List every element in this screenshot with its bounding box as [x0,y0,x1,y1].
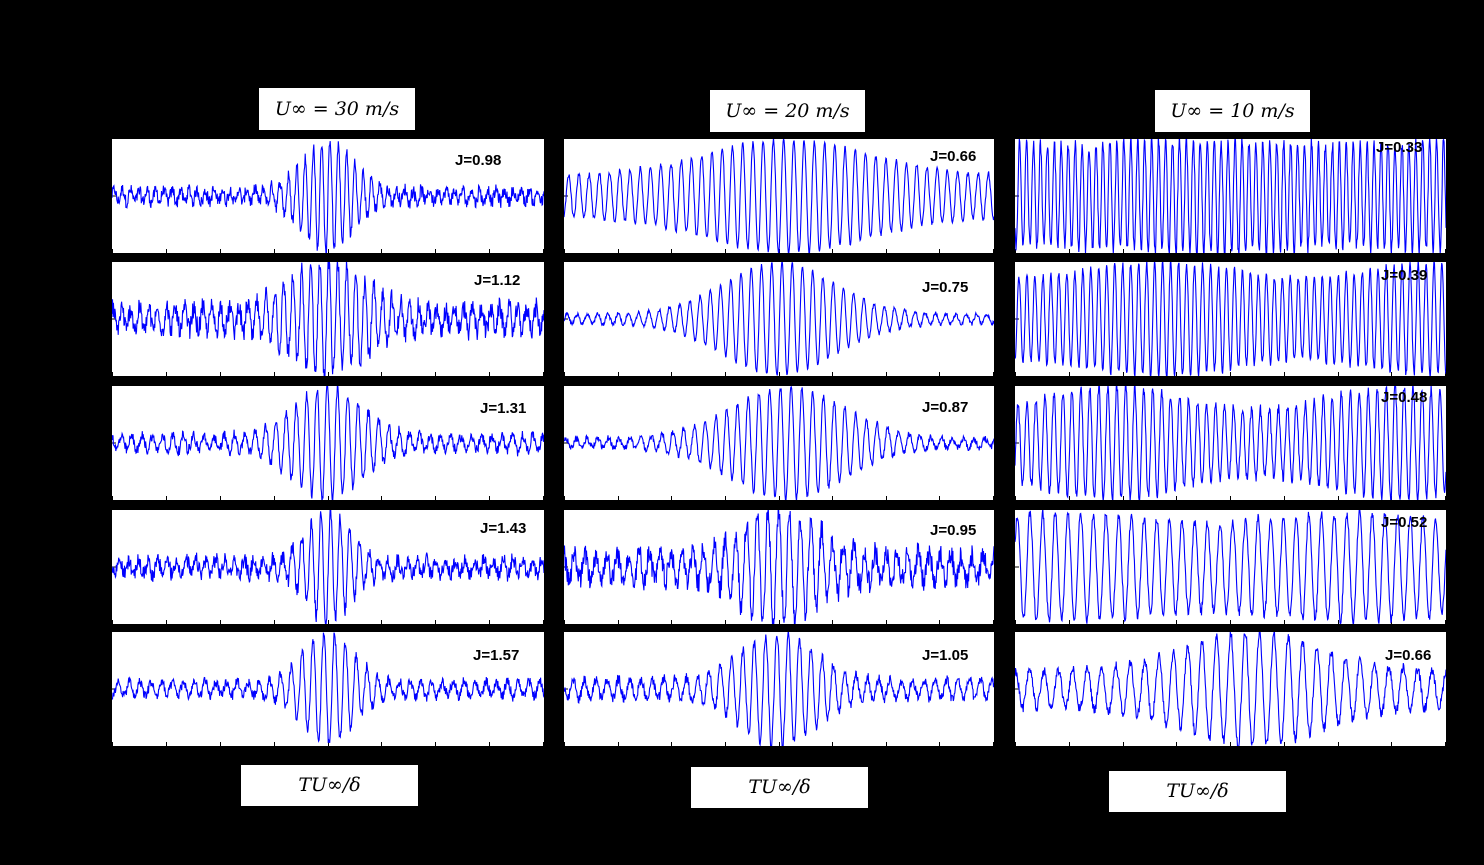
signal-line [564,632,994,746]
signal-trace-svg [112,510,544,624]
signal-line [1015,386,1446,500]
j-label: J=1.43 [480,520,527,537]
signal-panel-c2-r4 [564,510,994,624]
j-label: J=0.87 [922,399,969,416]
signal-panel-c3-r5 [1015,632,1446,746]
j-label: J=1.05 [922,647,969,664]
signal-line [564,386,994,500]
signal-panel-c3-r1 [1015,139,1446,253]
x-axis-label-col2: TU∞/δ [691,767,868,808]
signal-panel-c2-r3 [564,386,994,500]
signal-trace-svg [564,510,994,624]
signal-trace-svg [112,386,544,500]
signal-line [112,262,544,376]
signal-line [564,510,994,624]
j-label: J=0.75 [922,279,969,296]
j-label: J=0.95 [930,522,977,539]
signal-panel-c1-r1 [112,139,544,253]
signal-trace-svg [1015,510,1446,624]
signal-panel-c1-r2 [112,262,544,376]
signal-line [564,139,994,253]
signal-panel-c1-r4 [112,510,544,624]
signal-line [1015,632,1446,746]
signal-trace-svg [564,139,994,253]
j-label: J=1.57 [473,647,520,664]
signal-line [112,632,544,744]
j-label: J=0.48 [1381,389,1428,406]
j-label: J=1.12 [474,272,521,289]
signal-trace-svg [1015,386,1446,500]
signal-panel-c1-r3 [112,386,544,500]
signal-trace-svg [112,632,544,746]
signal-trace-svg [564,262,994,376]
signal-trace-svg [564,632,994,746]
signal-line [112,510,544,624]
signal-panel-c3-r2 [1015,262,1446,376]
x-axis-label-col1: TU∞/δ [241,765,418,806]
j-label: J=1.31 [480,400,527,417]
column-title-20: U∞ = 20 m/s [710,90,865,132]
signal-trace-svg [1015,139,1446,253]
signal-trace-svg [1015,632,1446,746]
j-label: J=0.66 [930,148,977,165]
signal-line [112,386,544,500]
j-label: J=0.52 [1381,514,1428,531]
j-label: J=0.39 [1381,267,1428,284]
signal-panel-c3-r4 [1015,510,1446,624]
signal-panel-c3-r3 [1015,386,1446,500]
column-title-10: U∞ = 10 m/s [1155,90,1310,132]
j-label: J=0.98 [455,152,502,169]
signal-trace-svg [1015,262,1446,376]
j-label: J=0.66 [1385,647,1432,664]
signal-panel-c2-r1 [564,139,994,253]
signal-panel-c1-r5 [112,632,544,746]
signal-trace-svg [564,386,994,500]
j-label: J=0.33 [1376,139,1423,156]
signal-trace-svg [112,141,544,253]
signal-line [112,141,544,253]
signal-line [1015,262,1446,376]
signal-line [564,262,994,376]
signal-line [1015,510,1446,624]
signal-line [1015,139,1446,253]
signal-panel-c2-r5 [564,632,994,746]
signal-trace-svg [112,262,544,376]
column-title-30: U∞ = 30 m/s [259,88,415,130]
x-axis-label-col3: TU∞/δ [1109,771,1286,812]
signal-panel-c2-r2 [564,262,994,376]
